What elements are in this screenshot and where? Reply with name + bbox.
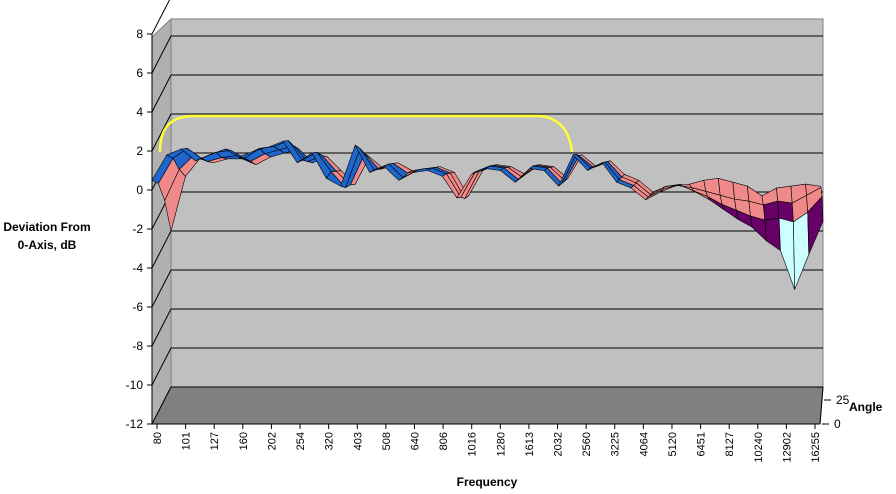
- y-axis: 8 6 4 2 0 -2 -4 -6 -8 -10 -12: [126, 27, 153, 431]
- annotation-bracket: [158, 114, 574, 153]
- y-tick-label: 0: [136, 183, 143, 197]
- x-tick-label: 12902: [781, 432, 793, 463]
- annotation-layer: [158, 114, 574, 153]
- x-tick-label: 4064: [638, 432, 650, 456]
- y-tick-label: 2: [136, 144, 143, 158]
- x-axis: 80 101 127 160 202 254 320 403 508 640 806 1016 1280…: [152, 423, 822, 463]
- gridline-side: [151, 269, 172, 308]
- z-axis: 0 25: [819, 386, 850, 431]
- x-tick-label: 6451: [696, 432, 708, 456]
- x-tick-label: 127: [209, 432, 221, 450]
- gridline-side: [151, 230, 172, 269]
- x-tick-label: 10240: [753, 432, 765, 463]
- x-tick-label: 508: [381, 432, 393, 450]
- y-tick-label: -12: [126, 417, 144, 431]
- y-axis-title-line1: Deviation From: [3, 220, 90, 234]
- x-tick-label: 8127: [724, 432, 736, 456]
- gridline-side: [151, 308, 172, 347]
- y-tick-label: -10: [126, 378, 144, 392]
- y-tick-label: -8: [132, 339, 143, 353]
- y-tick-label: 4: [136, 105, 143, 119]
- x-tick-label: 160: [238, 432, 250, 450]
- z-tick-label: 0: [834, 417, 841, 431]
- x-tick-label: 254: [295, 432, 307, 450]
- x-tick-label: 1280: [495, 432, 507, 456]
- y-axis-title-line2: 0-Axis, dB: [18, 238, 77, 252]
- x-tick-label: 2032: [553, 432, 565, 456]
- x-tick-label: 320: [324, 432, 336, 450]
- x-tick-label: 101: [181, 432, 193, 450]
- z-tick-label: 25: [836, 393, 850, 407]
- x-tick-label: 80: [152, 432, 164, 444]
- surface-facet: [805, 183, 822, 196]
- floor: [151, 386, 824, 425]
- x-axis-title: Frequency: [457, 475, 518, 489]
- y-tick-label: -2: [132, 222, 143, 236]
- y-tick-label: -4: [132, 261, 143, 275]
- gridline-side: [151, 0, 171, 35]
- surface-series: [151, 140, 824, 290]
- gridline-side: [151, 386, 172, 425]
- y-tick-label: 8: [136, 27, 143, 41]
- x-tick-label: 16255: [810, 432, 822, 463]
- x-tick-label: 3225: [610, 432, 622, 456]
- chart-walls: [151, 0, 824, 425]
- gridline-side: [151, 347, 172, 386]
- gridline-side: [151, 35, 172, 74]
- x-tick-label: 1613: [524, 432, 536, 456]
- gridline-side: [151, 74, 172, 113]
- surface-facet: [776, 185, 793, 204]
- x-tick-label: 806: [438, 432, 450, 450]
- z-axis-line: [819, 386, 824, 425]
- x-tick-label: 5120: [667, 432, 679, 456]
- x-tick-label: 403: [352, 432, 364, 450]
- y-tick-label: -6: [132, 300, 143, 314]
- x-tick-label: 202: [266, 432, 278, 450]
- x-tick-label: 1016: [467, 432, 479, 456]
- gridline-side: [151, 113, 172, 152]
- y-tick-label: 6: [136, 66, 143, 80]
- x-tick-label: 2560: [581, 432, 593, 456]
- z-axis-title: Angle: [849, 400, 883, 414]
- x-tick-label: 640: [409, 432, 421, 450]
